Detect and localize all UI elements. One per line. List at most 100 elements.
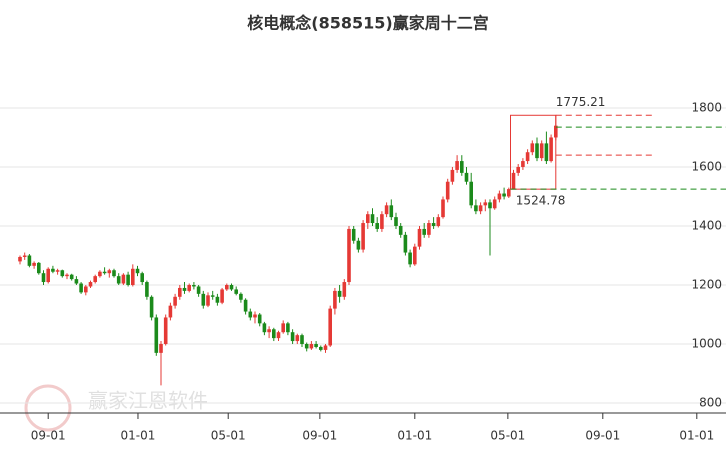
candle-body	[225, 284, 229, 290]
candle-body	[178, 287, 182, 297]
candle-body	[328, 308, 332, 346]
candle-body	[370, 214, 375, 224]
candle-body	[60, 270, 65, 277]
candle-body	[112, 270, 116, 277]
candle-body	[192, 284, 196, 287]
candle-body	[93, 276, 97, 283]
candle-body	[257, 314, 262, 324]
candle-body	[342, 282, 347, 297]
candle-body	[502, 193, 506, 197]
candle-body	[474, 205, 478, 212]
candle-body	[398, 225, 403, 235]
candle-body	[366, 214, 370, 224]
candle-body	[163, 317, 168, 345]
candle-body	[309, 344, 314, 349]
candle-body	[145, 282, 149, 297]
candle-body	[27, 255, 32, 266]
watermark: 赢家江恩软件	[24, 384, 208, 432]
candle-body	[46, 268, 50, 283]
watermark-text: 赢家江恩软件	[88, 389, 208, 413]
candle-body	[220, 289, 224, 303]
candle-body	[253, 314, 257, 318]
candle-body	[436, 217, 441, 226]
candle-body	[431, 223, 436, 226]
candle-body	[483, 202, 488, 206]
candle-body	[507, 189, 511, 197]
candle-body	[267, 329, 271, 333]
candle-body	[408, 252, 412, 265]
candle-body	[32, 262, 36, 266]
candle-body	[98, 271, 102, 277]
x-tick-label: 09-01	[31, 429, 66, 443]
high-label: 1775.21	[556, 95, 606, 109]
y-tick-label: 1600	[691, 159, 722, 173]
candle-body	[239, 293, 243, 300]
candle-body	[530, 143, 535, 153]
candle-body	[319, 346, 323, 350]
candle-body	[201, 293, 206, 306]
candle-body	[154, 317, 159, 353]
candle-body	[337, 290, 342, 297]
candle-body	[107, 270, 112, 274]
candle-body	[243, 299, 248, 312]
candle-body	[403, 234, 408, 253]
candle-body	[333, 290, 337, 309]
candle-body	[286, 323, 290, 333]
candle-body	[140, 273, 144, 283]
candle-body	[469, 181, 473, 206]
candle-body	[248, 311, 253, 318]
candle-body	[69, 274, 74, 280]
candle-body	[159, 344, 163, 353]
candle-body	[215, 296, 220, 303]
range-box	[510, 114, 557, 190]
x-tick-label: 01-01	[397, 429, 432, 443]
candle-body	[196, 286, 201, 294]
candle-body	[234, 289, 238, 294]
candle-body	[182, 287, 187, 291]
candle-body	[131, 268, 135, 285]
candle-body	[102, 271, 107, 274]
x-tick-label: 09-01	[585, 429, 620, 443]
candle-body	[460, 161, 464, 173]
candle-body	[356, 240, 361, 250]
candle-body	[116, 276, 121, 284]
x-tick-label: 05-01	[490, 429, 525, 443]
candle-body	[173, 296, 177, 306]
candle-body	[516, 166, 520, 173]
candle-body	[304, 344, 309, 349]
candle-body	[314, 344, 318, 347]
y-tick-label: 1000	[691, 337, 722, 351]
candle-body	[290, 332, 295, 342]
candle-body	[488, 202, 492, 209]
candle-body	[549, 137, 553, 162]
y-tick-label: 1200	[691, 277, 722, 291]
y-tick-label: 1800	[691, 100, 722, 114]
candle-body	[497, 193, 502, 200]
candle-body	[121, 274, 126, 284]
candle-body	[281, 323, 285, 333]
candle-body	[126, 274, 130, 285]
candle-body	[262, 323, 267, 333]
x-tick-label: 01-01	[679, 429, 714, 443]
candle-body	[351, 228, 356, 241]
candle-body	[229, 284, 234, 290]
candle-body	[79, 283, 83, 293]
candle-body	[272, 329, 276, 339]
chart-title: 核电概念(858515)赢家周十二宫	[247, 14, 488, 33]
candle-body	[149, 296, 154, 318]
candle-body	[22, 255, 27, 257]
candle-body	[84, 286, 88, 293]
candle-body	[450, 169, 455, 182]
low-label: 1524.78	[516, 194, 566, 208]
candle-body	[88, 282, 93, 287]
candle-body	[445, 181, 450, 200]
x-tick-label: 01-01	[121, 429, 156, 443]
candle-body	[427, 223, 431, 235]
candle-body	[210, 295, 215, 297]
candle-body	[521, 161, 525, 167]
candle-body	[417, 228, 422, 247]
candle-body	[51, 268, 55, 272]
candle-body	[380, 214, 384, 229]
candle-body	[37, 262, 41, 274]
candle-body	[168, 305, 173, 318]
